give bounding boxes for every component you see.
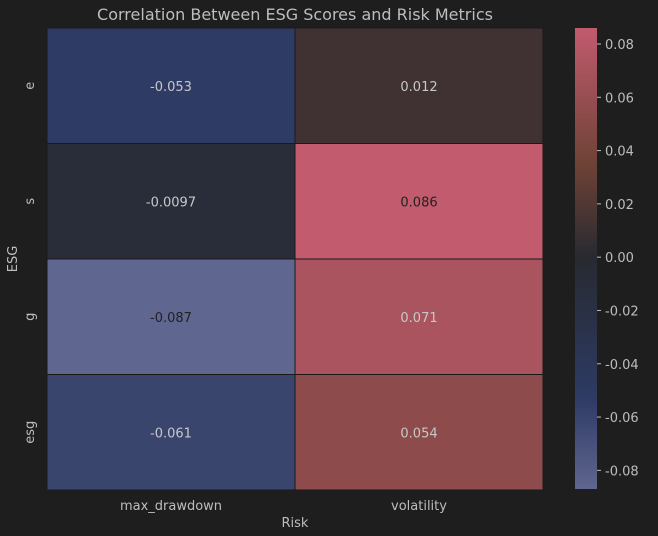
heatmap-cell-e-volatility xyxy=(294,27,544,144)
cell-value-label: -0.087 xyxy=(150,311,192,326)
x-tick-label: max_drawdown xyxy=(120,499,222,514)
x-axis-label: Risk xyxy=(282,516,309,531)
cell-value-label: 0.054 xyxy=(400,426,437,441)
colorbar xyxy=(575,28,597,489)
heatmap-cell-s-volatility xyxy=(294,143,544,260)
chart-title: Correlation Between ESG Scores and Risk … xyxy=(97,5,493,24)
cell-value-label: 0.086 xyxy=(400,195,437,210)
y-tick-label: g xyxy=(23,313,38,321)
y-tick-label: esg xyxy=(23,421,38,444)
heatmap-cell-s-max_drawdown xyxy=(46,143,296,260)
y-tick-label: s xyxy=(23,198,38,205)
colorbar-tick-label: 0.04 xyxy=(605,145,634,160)
cell-value-label: -0.061 xyxy=(150,426,192,441)
y-axis-label: ESG xyxy=(6,246,21,273)
colorbar-tick-label: -0.06 xyxy=(605,411,639,426)
colorbar-tick-label: 0.06 xyxy=(605,91,634,106)
cell-value-label: -0.0097 xyxy=(146,195,196,210)
colorbar-tick-label: -0.04 xyxy=(605,358,639,373)
colorbar-ticks: -0.08 -0.06 -0.04 -0.02 0.00 0.02 0.04 0.06 0.08 xyxy=(597,38,639,479)
colorbar-tick-label: 0.00 xyxy=(605,251,634,266)
colorbar-tick-label: -0.08 xyxy=(605,464,639,479)
heatmap-cell-esg-max_drawdown xyxy=(46,374,296,491)
cell-value-label: 0.071 xyxy=(400,311,437,326)
colorbar-tick-label: 0.08 xyxy=(605,38,634,53)
cell-value-label: 0.012 xyxy=(400,80,437,95)
colorbar-tick-label: 0.02 xyxy=(605,198,634,213)
x-tick-labels: max_drawdown volatility xyxy=(120,499,447,514)
heatmap-cell-esg-volatility xyxy=(294,374,544,491)
colorbar-tick-label: -0.02 xyxy=(605,304,639,319)
heatmap-cell-e-max_drawdown xyxy=(46,27,296,144)
cell-value-label: -0.053 xyxy=(150,80,192,95)
x-tick-label: volatility xyxy=(391,499,447,514)
y-tick-label: e xyxy=(23,82,38,90)
heatmap-cells xyxy=(46,27,544,491)
heatmap-cell-labels: -0.053 0.012 -0.0097 0.086 -0.087 0.071 -0.061… xyxy=(146,80,438,442)
